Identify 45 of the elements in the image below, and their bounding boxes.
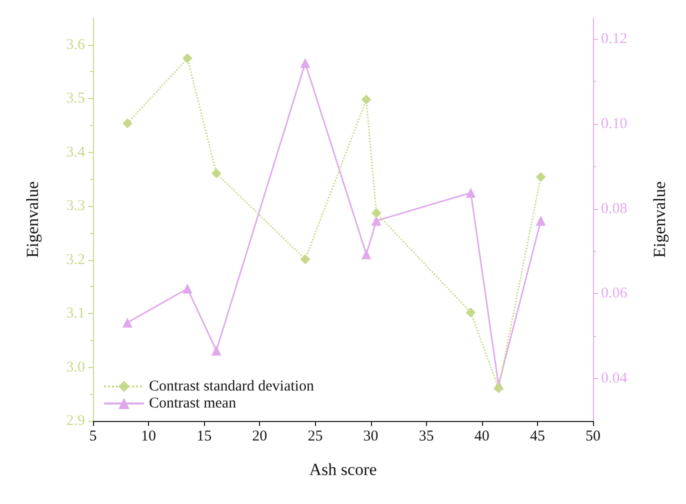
y2-axis-title: Eigenvalue — [650, 181, 669, 258]
y2-tick-label: 0.08 — [601, 200, 628, 217]
point — [211, 168, 222, 178]
point — [300, 254, 310, 264]
y2-tick-label: 0.12 — [601, 31, 628, 48]
y-tick-label: 3.1 — [66, 306, 85, 322]
point — [122, 318, 132, 328]
y2-tick-label: 0.06 — [601, 286, 628, 302]
y-tick-label: 3.6 — [66, 36, 86, 53]
x-tick-label: 30 — [363, 428, 378, 444]
point — [300, 58, 310, 68]
point — [361, 249, 372, 260]
y-tick-label: 3.2 — [66, 252, 85, 268]
x-tick-label: 35 — [418, 428, 434, 444]
y2-tick-label: 0.10 — [601, 116, 628, 132]
x-tick-label: 5 — [89, 428, 97, 444]
point — [466, 307, 476, 318]
legend-label: Contrast standard deviation — [149, 378, 314, 394]
x-tick-label: 40 — [474, 428, 490, 444]
x-tick-label: 10 — [141, 428, 156, 444]
point — [494, 383, 504, 394]
legend-label: Contrast mean — [149, 396, 237, 412]
y2-tick-label: 0.04 — [601, 370, 628, 387]
y-tick-label: 3.5 — [66, 90, 85, 107]
y-tick-label: 3.4 — [66, 144, 86, 160]
x-tick-label: 25 — [308, 428, 323, 444]
point — [371, 208, 382, 218]
x-tick-label: 15 — [196, 428, 212, 444]
y-axis-title: Eigenvalue — [23, 181, 42, 258]
point — [361, 94, 372, 105]
point — [182, 53, 192, 64]
x-axis-title: Ash score — [309, 460, 377, 479]
x-tick-label: 45 — [530, 428, 545, 444]
point — [371, 216, 382, 226]
point — [211, 346, 222, 356]
point — [466, 188, 476, 198]
point — [122, 118, 132, 128]
point — [536, 172, 546, 182]
x-tick-label: 20 — [252, 428, 268, 444]
y-tick-label: 3.3 — [66, 198, 85, 214]
y-tick-label: 3.0 — [66, 359, 85, 376]
y-tick-label: 2.9 — [66, 413, 85, 429]
x-tick-label: 50 — [586, 428, 600, 444]
point — [182, 284, 192, 294]
point — [536, 216, 546, 226]
